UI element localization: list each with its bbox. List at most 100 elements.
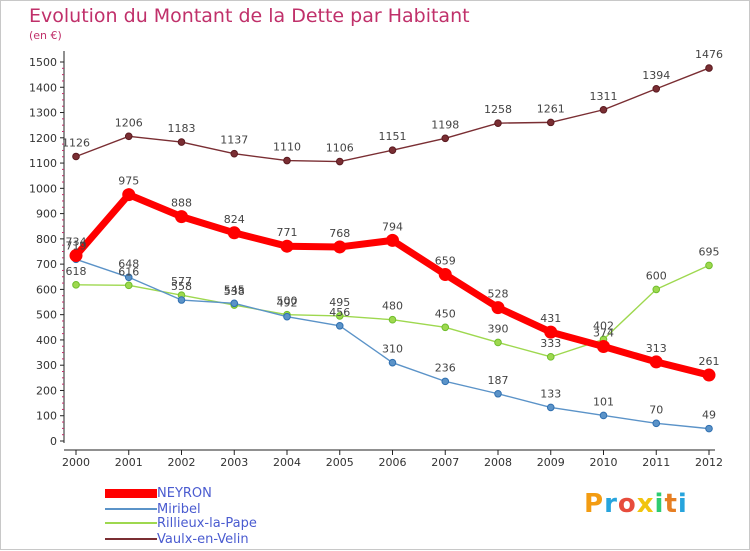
y-tick-label: 1100: [29, 157, 57, 170]
y-tick-label: 0: [50, 435, 57, 448]
data-point-vaulx-en-velin: [441, 134, 450, 143]
data-point-miribel: [546, 403, 555, 412]
x-tick-label: 2003: [220, 456, 248, 469]
data-point-rillieux-la-pape: [546, 353, 555, 361]
legend-item-vaulx: Vaulx-en-Velin: [105, 531, 249, 547]
data-label-neyron: 824: [224, 213, 245, 226]
data-point-miribel: [652, 419, 661, 428]
y-tick-label: 700: [36, 258, 57, 271]
data-label-vaulx-en-velin: 1110: [273, 141, 301, 154]
x-tick-label: 2010: [590, 456, 618, 469]
legend-swatch-neyron: [105, 488, 157, 498]
data-label-neyron: 261: [699, 355, 720, 368]
x-tick-label: 2007: [431, 456, 459, 469]
data-label-miribel: 648: [118, 257, 139, 270]
logo-letter: r: [604, 489, 618, 519]
data-point-miribel: [335, 321, 344, 330]
x-tick-label: 2006: [379, 456, 407, 469]
data-label-miribel: 70: [649, 403, 663, 416]
x-tick-label: 2001: [115, 456, 143, 469]
chart-title: Evolution du Montant de la Dette par Hab…: [29, 5, 470, 27]
data-label-vaulx-en-velin: 1151: [379, 130, 407, 143]
data-label-neyron: 313: [646, 342, 667, 355]
legend-label-rillieux: Rillieux-la-Pape: [157, 515, 257, 531]
data-label-miribel: 133: [540, 387, 561, 400]
data-point-vaulx-en-velin: [494, 119, 502, 127]
data-point-rillieux-la-pape: [652, 285, 661, 294]
data-point-vaulx-en-velin: [230, 149, 239, 158]
proxiti-logo: Proxiti: [584, 489, 688, 519]
data-point-neyron: [438, 267, 452, 281]
data-point-miribel: [705, 424, 713, 433]
y-tick-label: 1400: [29, 81, 57, 94]
data-label-rillieux-la-pape: 390: [488, 322, 509, 335]
data-label-neyron: 768: [329, 227, 350, 240]
y-tick-label: 1200: [29, 132, 57, 145]
data-point-neyron: [702, 368, 716, 382]
data-point-rillieux-la-pape: [494, 338, 502, 347]
logo-letter: o: [617, 489, 637, 519]
x-tick-label: 2002: [168, 456, 196, 469]
data-labels-layer: 1126 1206 1183 1137 1110 1106 1151 1198 1258 1261…: [62, 48, 723, 422]
data-label-neyron: 975: [118, 175, 139, 188]
legend-label-miribel: Miribel: [157, 501, 201, 517]
data-point-vaulx-en-velin: [335, 157, 344, 166]
data-label-rillieux-la-pape: 500: [277, 295, 298, 308]
y-tick-label: 300: [36, 359, 57, 372]
data-point-neyron: [175, 210, 188, 224]
data-point-neyron: [491, 301, 505, 315]
data-label-vaulx-en-velin: 1476: [695, 48, 723, 61]
data-label-rillieux-la-pape: 495: [329, 296, 350, 309]
y-tick-label: 1300: [29, 107, 57, 120]
legend-swatch-rillieux: [105, 522, 157, 524]
data-label-rillieux-la-pape: 618: [66, 265, 87, 278]
data-label-miribel: 456: [329, 306, 350, 319]
data-label-miribel: 49: [702, 409, 716, 422]
data-label-miribel: 558: [171, 280, 192, 293]
chart-axes: 0 100 200 300 400 500 600 700 800 900 1000 1100 1200…: [29, 51, 723, 469]
logo-letter: t: [664, 489, 678, 519]
logo-letter: P: [584, 489, 605, 519]
data-label-neyron: 888: [171, 197, 192, 210]
data-point-rillieux-la-pape: [335, 312, 344, 320]
legend-item-miribel: Miribel: [105, 501, 201, 517]
series-layer: [69, 64, 716, 433]
data-label-vaulx-en-velin: 1261: [537, 102, 565, 115]
x-tick-label: 2008: [484, 456, 512, 469]
data-label-rillieux-la-pape: 577: [171, 275, 192, 288]
y-tick-label: 500: [36, 309, 57, 322]
x-tick-label: 2011: [642, 456, 670, 469]
data-label-neyron: 794: [382, 220, 403, 233]
data-point-miribel: [283, 312, 291, 321]
data-point-neyron: [122, 188, 136, 202]
data-label-vaulx-en-velin: 1106: [326, 142, 354, 155]
data-label-rillieux-la-pape: 600: [646, 269, 667, 282]
x-tick-label: 2005: [326, 456, 354, 469]
legend-item-rillieux: Rillieux-la-Pape: [105, 515, 257, 531]
data-label-rillieux-la-pape: 616: [118, 265, 139, 278]
data-label-rillieux-la-pape: 333: [540, 337, 561, 350]
y-tick-label: 1000: [29, 182, 57, 195]
y-tick-label: 800: [36, 233, 57, 246]
data-label-miribel: 719: [66, 239, 87, 252]
data-label-neyron: 659: [435, 254, 456, 267]
data-point-vaulx-en-velin: [177, 138, 186, 146]
data-point-vaulx-en-velin: [124, 132, 133, 141]
data-point-neyron: [333, 240, 347, 254]
y-tick-label: 400: [36, 334, 57, 347]
chart-subtitle: (en €): [29, 29, 62, 42]
data-point-neyron: [597, 340, 610, 354]
data-label-vaulx-en-velin: 1126: [62, 136, 90, 149]
data-label-vaulx-en-velin: 1258: [484, 103, 512, 116]
legend-swatch-miribel: [105, 508, 157, 510]
logo-letter: x: [636, 489, 655, 519]
data-point-miribel: [494, 389, 502, 398]
data-point-rillieux-la-pape: [441, 323, 450, 332]
data-label-neyron: 734: [66, 236, 87, 249]
data-label-vaulx-en-velin: 1311: [590, 90, 618, 103]
legend-label-vaulx: Vaulx-en-Velin: [157, 531, 249, 547]
x-tick-label: 2012: [695, 456, 723, 469]
data-point-vaulx-en-velin: [599, 105, 608, 114]
